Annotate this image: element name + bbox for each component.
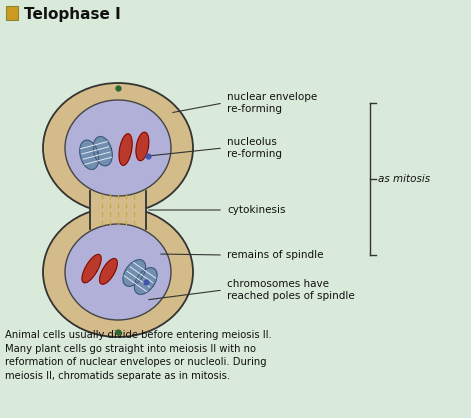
Text: Telophase I: Telophase I bbox=[24, 7, 121, 21]
Text: Animal cells usually divide before entering meiosis II.
Many plant cells go stra: Animal cells usually divide before enter… bbox=[5, 330, 272, 381]
Text: chromosomes have
reached poles of spindle: chromosomes have reached poles of spindl… bbox=[227, 279, 355, 301]
Polygon shape bbox=[93, 137, 112, 166]
Ellipse shape bbox=[65, 100, 171, 196]
Text: remains of spindle: remains of spindle bbox=[227, 250, 324, 260]
Text: as mitosis: as mitosis bbox=[378, 174, 430, 184]
Text: cytokinesis: cytokinesis bbox=[227, 205, 285, 215]
Polygon shape bbox=[134, 268, 157, 294]
Polygon shape bbox=[136, 132, 149, 161]
Bar bbox=[90, 190, 146, 230]
Text: nucleolus
re-forming: nucleolus re-forming bbox=[227, 137, 282, 159]
Ellipse shape bbox=[43, 83, 193, 213]
Text: nuclear envelope
re-forming: nuclear envelope re-forming bbox=[227, 92, 317, 114]
Ellipse shape bbox=[65, 224, 171, 320]
Ellipse shape bbox=[43, 207, 193, 337]
Polygon shape bbox=[99, 259, 117, 284]
Polygon shape bbox=[123, 260, 146, 286]
Bar bbox=[91, 191, 145, 229]
Polygon shape bbox=[119, 134, 132, 166]
Polygon shape bbox=[80, 140, 99, 169]
FancyBboxPatch shape bbox=[6, 6, 18, 20]
Polygon shape bbox=[82, 255, 101, 283]
